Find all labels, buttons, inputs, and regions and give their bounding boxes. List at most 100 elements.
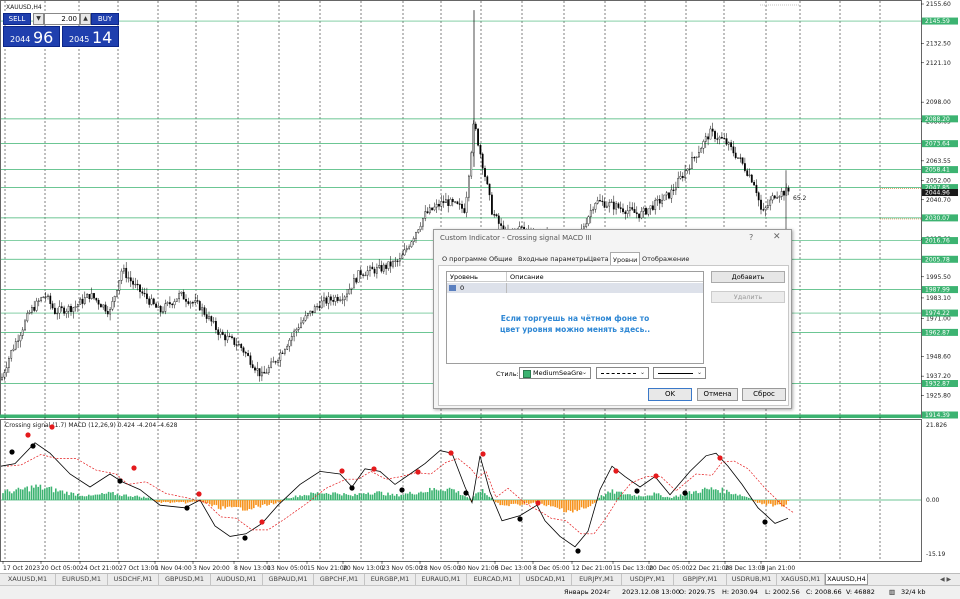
histogram-bar xyxy=(385,496,387,500)
close-icon[interactable]: ✕ xyxy=(773,232,781,242)
histogram-bar xyxy=(541,500,543,504)
symbol-tab[interactable]: EURGBP,M1 xyxy=(365,574,416,585)
level-tag: 65.2 xyxy=(793,195,807,202)
lot-increase-button[interactable]: ▲ xyxy=(80,13,91,25)
symbol-tab[interactable]: XAUUSD,M1 xyxy=(0,574,56,585)
line-style-select[interactable]: ⌄ xyxy=(596,367,649,379)
sell-signal-dot xyxy=(25,432,30,437)
symbol-tab[interactable]: AUDUSD,M1 xyxy=(211,574,263,585)
lot-size-input[interactable] xyxy=(44,13,80,25)
candle-body xyxy=(652,206,653,210)
histogram-bar xyxy=(277,500,279,502)
histogram-bar xyxy=(2,493,4,500)
histogram-bar xyxy=(440,490,442,500)
symbol-tab[interactable]: XAUUSD,H4 xyxy=(825,574,868,585)
sell-button[interactable]: SELL xyxy=(3,13,31,25)
symbol-tab[interactable]: EURAUD,M1 xyxy=(416,574,467,585)
add-level-button[interactable]: Добавить xyxy=(711,271,785,283)
candle-body xyxy=(185,299,186,301)
column-header-level[interactable]: Уровень xyxy=(447,272,507,282)
histogram-bar xyxy=(781,500,783,506)
symbol-tab[interactable]: GBPCHF,M1 xyxy=(314,574,365,585)
symbol-tab[interactable]: GBPAUD,M1 xyxy=(263,574,314,585)
tab-common[interactable]: Общие xyxy=(487,254,514,265)
candle-body xyxy=(353,278,354,288)
help-button[interactable]: ? xyxy=(749,233,753,242)
candle-body xyxy=(365,275,366,276)
time-axis-label: 15 Dec 13:00 xyxy=(613,565,654,572)
histogram-bar xyxy=(422,493,424,500)
histogram-bar xyxy=(724,493,726,500)
histogram-bar xyxy=(233,500,235,507)
sell-signal-dot xyxy=(49,424,54,429)
reset-button[interactable]: Сброс xyxy=(742,388,786,401)
buy-price-button[interactable]: 2045 14 xyxy=(62,26,119,47)
symbol-tab[interactable]: GBPJPY,M1 xyxy=(674,574,727,585)
candle-body xyxy=(425,212,426,219)
histogram-bar xyxy=(46,488,48,500)
sell-price-button[interactable]: 2044 96 xyxy=(3,26,60,47)
candle-body xyxy=(680,176,681,178)
candle-body xyxy=(664,195,665,200)
candle-body xyxy=(169,302,170,304)
candle-body xyxy=(254,368,255,370)
tab-about[interactable]: О программе xyxy=(440,254,489,265)
histogram-bar xyxy=(572,500,574,512)
histogram-bar xyxy=(4,490,6,500)
candle-body xyxy=(500,224,501,226)
candle-body xyxy=(296,329,297,331)
candle-body xyxy=(779,196,780,197)
candle-body xyxy=(245,352,246,353)
levels-list[interactable]: Уровень Описание 0 Если торгуешь на чётн… xyxy=(446,271,704,364)
candle-body xyxy=(595,203,596,209)
tab-visualization[interactable]: Отображение xyxy=(640,254,691,265)
status-traffic: 32/4 kb xyxy=(901,586,926,599)
histogram-bar xyxy=(403,495,405,500)
level-row[interactable]: 0 xyxy=(447,283,703,293)
histogram-bar xyxy=(594,500,596,503)
candle-body xyxy=(604,202,605,208)
tab-levels[interactable]: Уровни xyxy=(610,252,640,266)
candle-body xyxy=(222,332,223,335)
level-color-select[interactable]: MediumSeaGre ⌄ xyxy=(519,367,591,379)
buy-button[interactable]: BUY xyxy=(91,13,119,25)
line-width-select[interactable]: ⌄ xyxy=(653,367,706,379)
symbol-tab[interactable]: XAGUSD,M1 xyxy=(777,574,825,585)
time-axis-label: 3 Jan 21:00 xyxy=(761,565,795,572)
symbol-tab[interactable]: USDRUB,M1 xyxy=(727,574,777,585)
cancel-button[interactable]: Отмена xyxy=(697,388,738,401)
candle-body xyxy=(413,238,414,242)
symbol-tab[interactable]: USDJPY,M1 xyxy=(622,574,674,585)
candle-body xyxy=(705,137,706,142)
histogram-bar xyxy=(75,496,77,500)
histogram-bar xyxy=(293,497,295,500)
symbol-tab[interactable]: EURCAD,M1 xyxy=(467,574,520,585)
histogram-bar xyxy=(99,494,101,500)
ok-button[interactable]: OK xyxy=(648,388,692,401)
tab-inputs[interactable]: Входные параметры xyxy=(516,254,591,265)
symbol-tab[interactable]: EURUSD,M1 xyxy=(56,574,108,585)
tab-colors[interactable]: Цвета xyxy=(586,254,611,265)
tabs-scroll-arrows[interactable]: ◀ ▶ xyxy=(940,574,951,585)
candle-body xyxy=(300,323,301,328)
symbol-tab[interactable]: GBPUSD,M1 xyxy=(159,574,211,585)
symbol-tab[interactable]: USDCAD,M1 xyxy=(520,574,572,585)
histogram-bar xyxy=(167,500,169,502)
symbol-tab[interactable]: EURJPY,M1 xyxy=(572,574,622,585)
buy-signal-dot xyxy=(117,478,122,483)
candle-body xyxy=(671,190,672,198)
column-header-description[interactable]: Описание xyxy=(507,272,703,282)
candle-body xyxy=(588,217,589,224)
histogram-bar xyxy=(726,490,728,500)
lot-decrease-button[interactable]: ▼ xyxy=(33,13,44,25)
price-level-label: 1987.99 xyxy=(925,287,950,294)
delete-level-button[interactable]: Удалить xyxy=(711,291,785,303)
histogram-bar xyxy=(174,500,176,502)
histogram-bar xyxy=(656,494,658,500)
histogram-bar xyxy=(711,487,713,500)
candle-body xyxy=(385,265,386,269)
symbol-tab[interactable]: USDCHF,M1 xyxy=(108,574,159,585)
sell-signal-dot xyxy=(448,450,453,455)
candle-body xyxy=(484,168,485,176)
time-axis-label: 1 Nov 04:00 xyxy=(155,565,192,572)
